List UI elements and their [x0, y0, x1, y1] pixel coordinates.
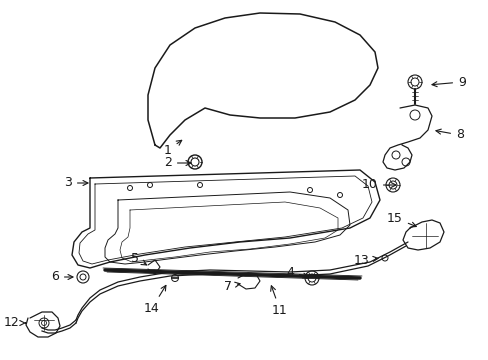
Text: 8: 8: [435, 129, 463, 141]
Text: 10: 10: [361, 179, 395, 192]
Text: 5: 5: [131, 252, 146, 265]
Text: 9: 9: [431, 76, 465, 89]
Text: 7: 7: [224, 279, 240, 292]
Text: 12: 12: [4, 316, 25, 329]
Text: 15: 15: [386, 211, 415, 227]
Text: 13: 13: [353, 253, 377, 266]
Text: 1: 1: [164, 140, 182, 157]
Text: 11: 11: [270, 286, 287, 316]
Text: 6: 6: [51, 270, 73, 284]
Text: 4: 4: [285, 266, 307, 279]
Text: 2: 2: [164, 157, 191, 170]
Text: 3: 3: [64, 176, 88, 189]
Text: 14: 14: [144, 285, 165, 315]
